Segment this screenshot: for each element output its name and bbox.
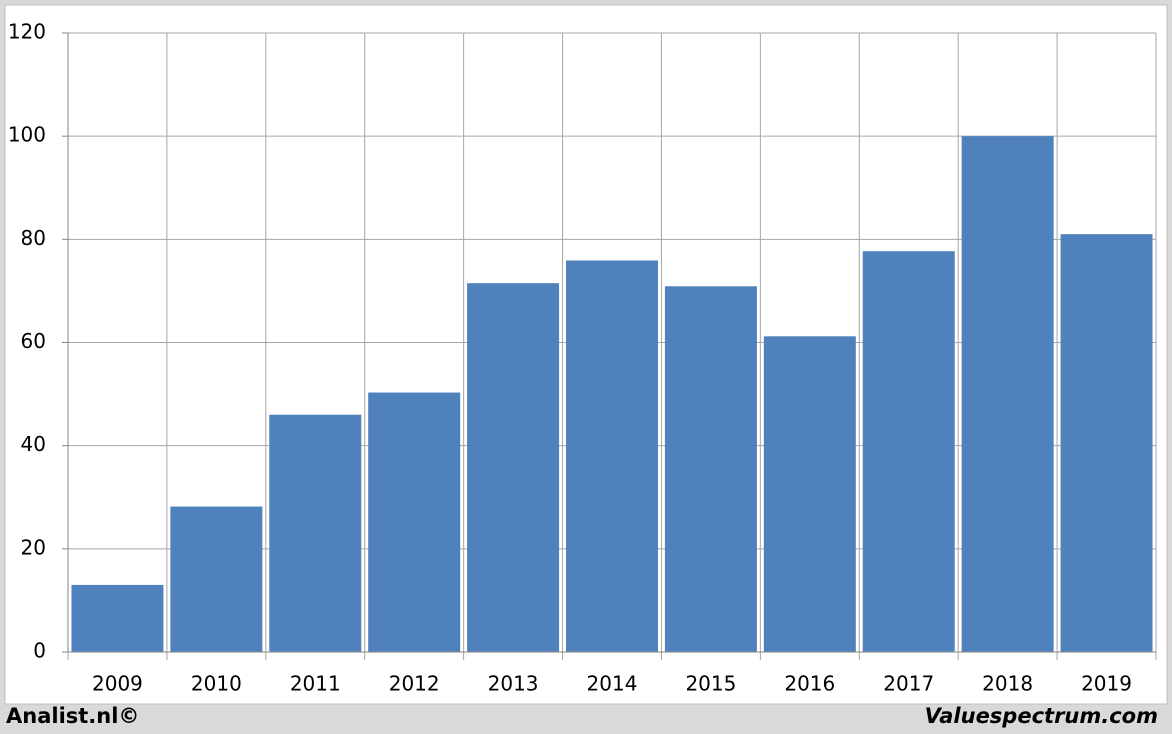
x-tick-label: 2017 xyxy=(883,672,934,696)
y-tick-label: 0 xyxy=(33,639,46,663)
y-tick-label: 60 xyxy=(21,329,46,353)
x-tick-label: 2014 xyxy=(587,672,638,696)
x-tick-label: 2012 xyxy=(389,672,440,696)
bar xyxy=(763,336,856,652)
bar xyxy=(269,414,362,652)
x-tick-label: 2010 xyxy=(191,672,242,696)
x-tick-label: 2015 xyxy=(685,672,736,696)
bar xyxy=(368,392,461,652)
x-tick-label: 2011 xyxy=(290,672,341,696)
bar xyxy=(71,584,164,652)
bar xyxy=(961,136,1054,652)
x-tick-label: 2013 xyxy=(488,672,539,696)
bar xyxy=(664,286,757,652)
footer-right: Valuespectrum.com xyxy=(925,704,1158,728)
bar xyxy=(862,251,955,652)
y-tick-label: 20 xyxy=(21,535,46,559)
bar xyxy=(467,283,560,652)
x-tick-label: 2019 xyxy=(1081,672,1132,696)
x-tick-label: 2016 xyxy=(784,672,835,696)
x-tick-label: 2009 xyxy=(92,672,143,696)
bar xyxy=(170,506,263,652)
bar xyxy=(1060,234,1153,653)
y-tick-label: 120 xyxy=(8,20,46,44)
bar xyxy=(566,260,658,652)
y-tick-label: 40 xyxy=(21,432,46,456)
y-tick-label: 80 xyxy=(21,226,46,250)
x-tick-label: 2018 xyxy=(982,672,1033,696)
footer-left: Analist.nl© xyxy=(6,704,139,728)
y-tick-label: 100 xyxy=(8,123,46,147)
